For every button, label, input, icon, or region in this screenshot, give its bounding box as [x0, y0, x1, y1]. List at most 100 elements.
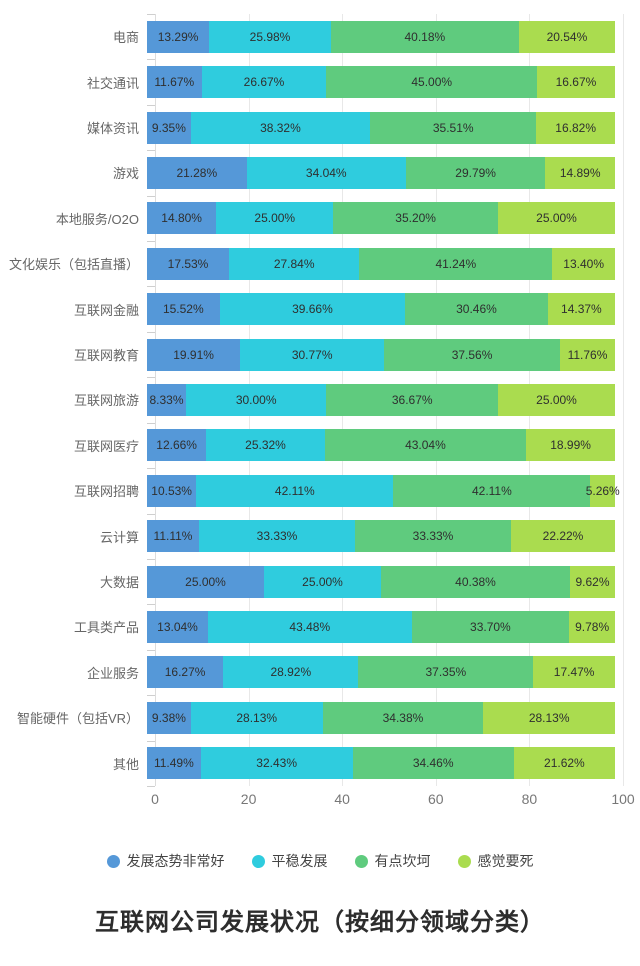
bar-segment: 37.35% — [358, 656, 534, 689]
axis-tick — [147, 59, 155, 61]
bar-segment: 25.00% — [147, 565, 264, 598]
bar-segment: 9.62% — [569, 565, 615, 598]
axis-tick — [147, 468, 155, 470]
legend-dot-icon — [251, 854, 265, 868]
bar-segment: 14.80% — [147, 202, 217, 235]
category-label: 智能硬件（包括VR） — [16, 711, 139, 727]
bar-segment: 16.27% — [147, 656, 224, 689]
category-label: 本地服务/O2O — [55, 211, 139, 227]
bar-segment: 22.22% — [511, 520, 615, 553]
bar-row: 社交通讯 11.67% 26.67% 45.00% 16.67% — [0, 59, 623, 104]
bar-segment: 30.46% — [405, 293, 548, 326]
stacked-bar: 9.35% 38.32% 35.51% 16.82% — [147, 111, 616, 144]
bar-row: 互联网招聘 10.53% 42.11% 42.11% 5.26% — [0, 468, 623, 513]
bar-segment: 25.32% — [206, 429, 325, 462]
x-tick-label: 100 — [611, 791, 635, 807]
legend-label: 平稳发展 — [271, 853, 328, 869]
bar-segment: 20.54% — [518, 20, 615, 53]
bar-segment: 42.11% — [393, 474, 591, 507]
chart-legend: 发展态势非常好 平稳发展 有点坎坷 感觉要死 — [0, 851, 640, 871]
bar-segment: 9.35% — [147, 111, 191, 144]
bar-segment: 29.79% — [405, 156, 546, 189]
bar-segment: 15.52% — [147, 293, 220, 326]
bar-row: 智能硬件（包括VR） 9.38% 28.13% 34.38% 28.13% — [0, 695, 623, 740]
bar-segment: 11.76% — [559, 338, 615, 371]
legend-item: 有点坎坷 — [354, 851, 431, 871]
legend-item: 发展态势非常好 — [106, 851, 225, 871]
bar-segment: 11.11% — [147, 520, 199, 553]
bar-segment: 8.33% — [147, 383, 186, 416]
category-label: 云计算 — [99, 529, 139, 545]
bar-row: 互联网医疗 12.66% 25.32% 43.04% 18.99% — [0, 423, 623, 468]
bar-segment: 25.00% — [216, 202, 334, 235]
bar-segment: 39.66% — [219, 293, 406, 326]
bar-segment: 25.00% — [498, 383, 615, 416]
bar-row: 云计算 11.11% 33.33% 33.33% 22.22% — [0, 513, 623, 558]
bar-segment: 27.84% — [229, 247, 360, 280]
bar-segment: 34.04% — [246, 156, 406, 189]
axis-tick — [147, 104, 155, 106]
bar-segment: 34.38% — [322, 701, 484, 734]
bar-segment: 21.62% — [513, 747, 615, 780]
bar-segment: 25.00% — [498, 202, 615, 235]
x-tick-label: 20 — [240, 791, 257, 807]
stacked-bar: 10.53% 42.11% 42.11% 5.26% — [147, 474, 620, 507]
bar-segment: 25.98% — [209, 20, 331, 53]
bar-segment: 21.28% — [147, 156, 247, 189]
stacked-bar: 8.33% 30.00% 36.67% 25.00% — [147, 383, 615, 416]
bar-segment: 12.66% — [147, 429, 207, 462]
bar-segment: 30.00% — [185, 383, 327, 416]
category-label: 企业服务 — [86, 665, 139, 681]
stacked-bar: 14.80% 25.00% 35.20% 25.00% — [147, 202, 615, 235]
stacked-bar: 21.28% 34.04% 29.79% 14.89% — [147, 156, 616, 189]
bar-rows: 电商 13.29% 25.98% 40.18% 20.54% 社交通讯 11.67% 26.6… — [0, 14, 623, 786]
bar-row: 文化娱乐（包括直播） 17.53% 27.84% 41.24% 13.40% — [0, 241, 623, 286]
stacked-bar: 17.53% 27.84% 41.24% 13.40% — [147, 247, 615, 280]
bar-segment: 33.70% — [411, 610, 570, 643]
bar-segment: 14.89% — [545, 156, 616, 189]
bar-segment: 33.33% — [355, 520, 511, 553]
axis-tick — [147, 377, 155, 379]
bar-segment: 17.47% — [533, 656, 615, 689]
bar-segment: 9.38% — [147, 701, 191, 734]
bar-segment: 25.00% — [264, 565, 381, 598]
axis-tick — [147, 286, 155, 288]
stacked-bar: 13.04% 43.48% 33.70% 9.78% — [147, 610, 615, 643]
stacked-bar: 13.29% 25.98% 40.18% 20.54% — [147, 20, 615, 53]
bar-segment: 34.46% — [352, 747, 514, 780]
bar-row: 其他 11.49% 32.43% 34.46% 21.62% — [0, 741, 623, 786]
legend-label: 感觉要死 — [477, 853, 534, 869]
stacked-bar: 9.38% 28.13% 34.38% 28.13% — [147, 701, 615, 734]
x-tick-label: 80 — [521, 791, 538, 807]
bar-segment: 11.67% — [147, 66, 202, 99]
axis-tick — [147, 558, 155, 560]
bar-segment: 35.20% — [333, 202, 498, 235]
bar-segment: 16.82% — [536, 111, 616, 144]
axis-tick — [147, 195, 155, 197]
legend-label: 发展态势非常好 — [126, 853, 225, 869]
bar-segment: 32.43% — [200, 747, 353, 780]
bar-row: 互联网教育 19.91% 30.77% 37.56% 11.76% — [0, 332, 623, 377]
category-label: 社交通讯 — [86, 75, 139, 91]
bar-segment: 18.99% — [526, 429, 615, 462]
bar-segment: 37.56% — [384, 338, 560, 371]
axis-tick — [147, 740, 155, 742]
bar-segment: 10.53% — [147, 474, 197, 507]
bar-segment: 13.04% — [147, 610, 209, 643]
stacked-bar: 11.11% 33.33% 33.33% 22.22% — [147, 520, 615, 553]
bar-segment: 13.40% — [552, 247, 615, 280]
category-label: 互联网教育 — [73, 348, 139, 364]
legend-dot-icon — [106, 854, 120, 868]
category-label: 文化娱乐（包括直播） — [8, 257, 139, 273]
x-tick-label: 0 — [151, 791, 159, 807]
axis-tick — [147, 241, 155, 243]
bar-segment: 40.38% — [381, 565, 570, 598]
bar-segment: 13.29% — [147, 20, 210, 53]
bar-segment: 40.18% — [330, 20, 519, 53]
bar-row: 互联网旅游 8.33% 30.00% 36.67% 25.00% — [0, 377, 623, 422]
axis-tick — [147, 150, 155, 152]
bar-segment: 5.26% — [586, 474, 620, 507]
bar-segment: 30.77% — [240, 338, 385, 371]
bar-row: 游戏 21.28% 34.04% 29.79% 14.89% — [0, 150, 623, 195]
category-label: 游戏 — [112, 166, 139, 182]
